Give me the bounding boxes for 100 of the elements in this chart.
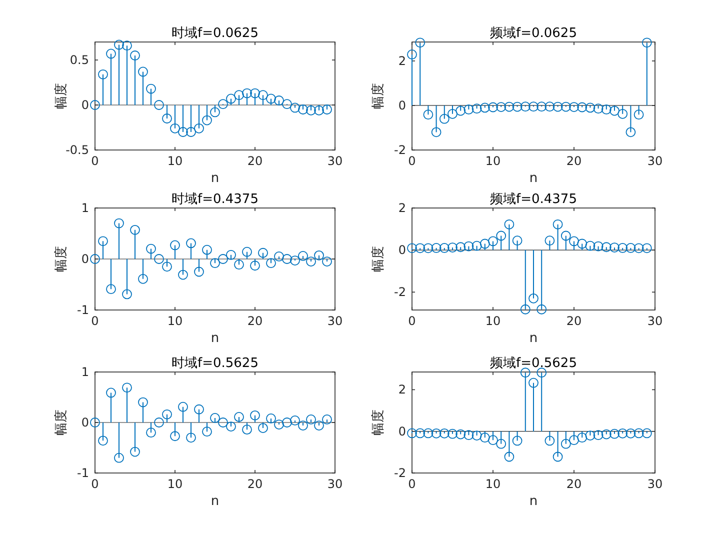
point — [512, 436, 522, 446]
y-axis-title: 幅度 — [53, 83, 69, 109]
x-tick-label: 10 — [485, 154, 501, 168]
point — [274, 252, 284, 262]
x-tick-label: 0 — [408, 477, 416, 491]
point — [218, 418, 228, 428]
point — [642, 428, 652, 438]
point — [154, 418, 164, 428]
x-tick-label: 30 — [327, 314, 343, 328]
point — [106, 388, 116, 398]
point — [472, 430, 482, 440]
point — [98, 436, 108, 446]
point — [114, 40, 124, 50]
point — [90, 100, 100, 110]
x-tick-label: 30 — [327, 477, 343, 491]
x-tick-label: 10 — [485, 477, 501, 491]
point — [154, 254, 164, 264]
point — [258, 248, 268, 258]
y-tick-label: 0.5 — [70, 53, 89, 67]
point — [202, 244, 212, 255]
point — [178, 127, 188, 137]
point — [306, 414, 316, 424]
point — [488, 236, 498, 246]
point — [431, 127, 442, 138]
point — [448, 242, 458, 252]
point — [618, 243, 628, 253]
point — [282, 99, 292, 110]
point — [448, 428, 458, 439]
y-tick-label: 0 — [81, 252, 89, 266]
point — [170, 123, 180, 134]
point — [170, 431, 180, 442]
x-tick-label: 30 — [327, 154, 343, 168]
point — [520, 304, 530, 314]
point — [218, 254, 228, 264]
point — [194, 123, 204, 134]
point — [250, 88, 260, 98]
y-tick-label: 1 — [81, 201, 89, 215]
chart-title: 时域f=0.0625 — [172, 26, 258, 41]
point — [274, 96, 284, 106]
point — [90, 254, 100, 264]
point — [210, 107, 220, 118]
point — [577, 102, 588, 112]
x-tick-label: 0 — [91, 314, 99, 328]
point — [122, 40, 132, 51]
x-axis-title: n — [210, 331, 220, 346]
point — [282, 418, 292, 428]
point — [234, 412, 244, 422]
point — [593, 104, 604, 114]
point — [439, 428, 450, 438]
point — [407, 243, 417, 254]
point — [618, 428, 628, 438]
point — [642, 243, 652, 254]
point — [162, 114, 172, 124]
point — [569, 236, 579, 246]
point — [577, 432, 588, 443]
point — [258, 423, 268, 434]
point — [528, 102, 538, 112]
point — [423, 428, 434, 438]
point — [464, 241, 474, 252]
point — [626, 428, 636, 438]
point — [512, 236, 522, 246]
point — [593, 241, 604, 252]
x-tick-label: 20 — [566, 154, 582, 168]
x-tick-label: 30 — [647, 477, 663, 491]
point — [210, 258, 220, 268]
x-tick-label: 30 — [647, 314, 663, 328]
x-tick-label: 0 — [408, 154, 416, 168]
point — [162, 409, 172, 420]
point — [642, 38, 652, 48]
point — [98, 69, 108, 80]
point — [202, 426, 212, 437]
point — [146, 84, 156, 94]
x-axis-title: n — [210, 494, 220, 509]
point — [138, 66, 148, 77]
point — [306, 105, 316, 116]
chart-title: 时域f=0.5625 — [172, 356, 258, 371]
point — [544, 236, 555, 246]
point — [456, 242, 466, 252]
point — [186, 127, 196, 137]
point — [130, 224, 140, 235]
point — [634, 428, 644, 438]
y-axis-title: 幅度 — [53, 410, 69, 436]
point — [138, 274, 148, 284]
x-tick-label: 20 — [247, 314, 263, 328]
point — [407, 428, 417, 438]
point — [154, 100, 164, 110]
x-axis-title: n — [529, 331, 538, 346]
point — [423, 243, 434, 254]
point — [274, 420, 284, 430]
point — [242, 88, 252, 98]
point — [114, 218, 124, 228]
point — [634, 243, 644, 254]
y-tick-label: 0 — [398, 98, 406, 112]
y-axis-title: 幅度 — [370, 246, 386, 272]
x-tick-label: 0 — [91, 154, 99, 168]
point — [423, 110, 434, 120]
point — [407, 50, 417, 60]
y-tick-label: 1 — [81, 365, 89, 379]
point — [186, 238, 196, 248]
point — [226, 94, 236, 104]
